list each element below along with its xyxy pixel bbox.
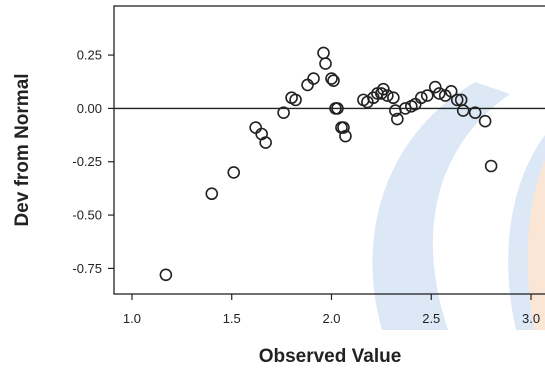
data-point bbox=[420, 89, 434, 102]
data-point bbox=[301, 78, 314, 92]
data-point bbox=[259, 136, 272, 149]
x-axis: 1.0 1.5 2.0 2.5 3.0 bbox=[123, 294, 540, 326]
x-tick-label: 1.0 bbox=[123, 311, 141, 326]
y-axis: 0.25 0.00 -0.25 -0.50 -0.75 bbox=[72, 48, 114, 276]
x-tick-label: 2.0 bbox=[322, 311, 340, 326]
y-tick-label: -0.75 bbox=[72, 261, 102, 276]
data-point bbox=[317, 46, 330, 60]
y-tick-label: 0.00 bbox=[77, 101, 102, 116]
data-point bbox=[307, 72, 320, 85]
data-point bbox=[377, 82, 390, 96]
data-point bbox=[391, 112, 404, 126]
data-point bbox=[331, 102, 344, 115]
data-point bbox=[456, 104, 470, 117]
x-tick-label: 1.5 bbox=[223, 311, 241, 326]
data-point bbox=[414, 91, 428, 105]
data-point bbox=[227, 166, 241, 179]
data-point bbox=[387, 91, 400, 105]
data-point bbox=[450, 93, 464, 107]
x-tick-label: 2.5 bbox=[422, 311, 440, 326]
data-point bbox=[159, 268, 173, 282]
data-point bbox=[325, 72, 338, 85]
data-point bbox=[289, 93, 302, 107]
data-point bbox=[432, 87, 446, 100]
data-point bbox=[339, 129, 352, 143]
y-tick-label: -0.25 bbox=[72, 154, 102, 169]
data-point bbox=[205, 187, 219, 201]
data-point bbox=[319, 57, 332, 70]
data-point bbox=[444, 85, 458, 98]
data-point bbox=[478, 114, 492, 128]
data-point bbox=[381, 89, 394, 102]
y-tick-label: 0.25 bbox=[77, 48, 102, 63]
y-axis-title: Dev from Normal bbox=[12, 73, 33, 226]
data-points bbox=[159, 46, 498, 282]
data-point bbox=[249, 121, 262, 134]
watermark-blue-swoosh bbox=[372, 82, 510, 330]
data-point bbox=[337, 121, 350, 134]
x-tick-label: 3.0 bbox=[522, 311, 540, 326]
data-point bbox=[327, 74, 340, 87]
watermark-blue-swoosh-right bbox=[508, 135, 545, 330]
data-point bbox=[484, 159, 498, 173]
plot-area bbox=[113, 5, 545, 295]
data-point bbox=[428, 80, 442, 94]
x-axis-title: Observed Value bbox=[259, 346, 402, 367]
data-point bbox=[468, 106, 482, 119]
watermark bbox=[372, 82, 545, 330]
y-tick-label: -0.50 bbox=[72, 208, 102, 223]
data-point bbox=[277, 106, 290, 119]
